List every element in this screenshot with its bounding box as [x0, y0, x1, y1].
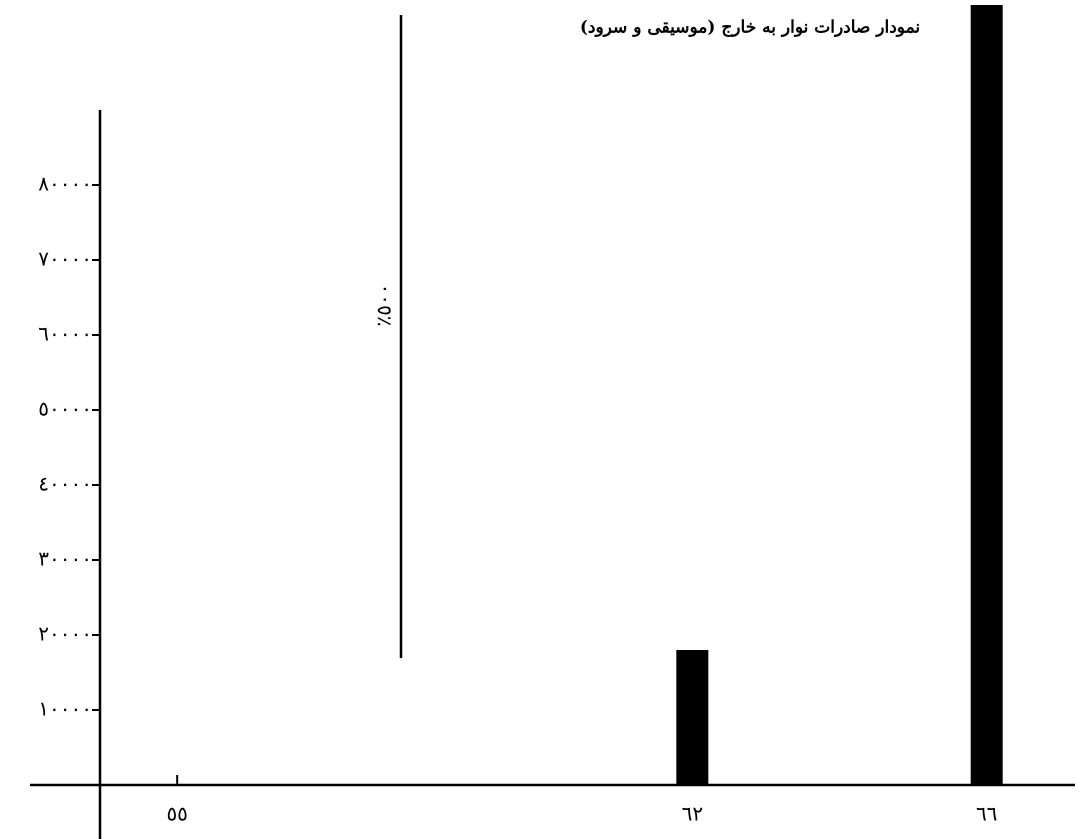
y-tick-label: ٢٠٠٠٠: [38, 622, 92, 646]
y-tick-label: ٨٠٠٠٠: [38, 172, 92, 196]
y-tick-label: ٧٠٠٠٠: [38, 247, 92, 271]
bar: [676, 650, 709, 785]
y-tick-label: ٦٠٠٠٠: [38, 322, 92, 346]
y-tick-label: ٤٠٠٠٠: [38, 472, 92, 496]
annotation: ٪٥٠٠: [372, 284, 396, 327]
y-tick-label: ٥٠٠٠٠: [38, 397, 92, 421]
x-tick-label: ٦٦: [976, 802, 997, 826]
x-tick-label: ٥٥: [166, 802, 187, 826]
bar: [970, 5, 1003, 785]
chart-title: نمودار صادرات نوار به خارج (موسیقی و سرو…: [580, 18, 920, 38]
x-tick-label: ٦٢: [682, 802, 703, 826]
y-tick-label: ١٠٠٠٠: [38, 697, 92, 721]
y-tick-label: ٣٠٠٠٠: [38, 547, 92, 571]
